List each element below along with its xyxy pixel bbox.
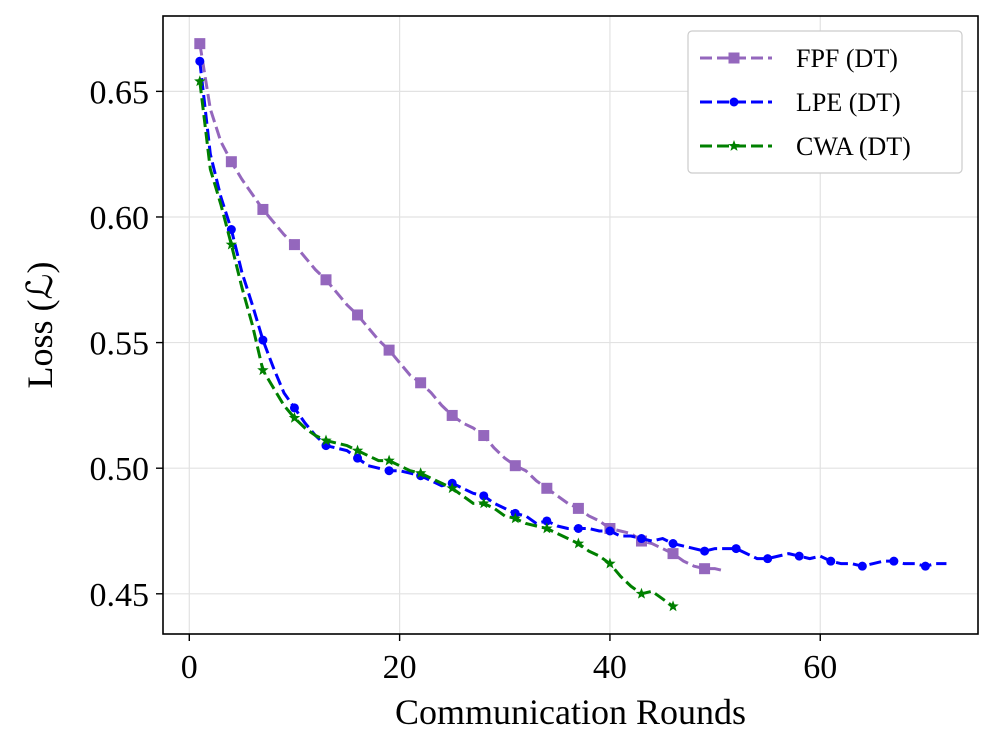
data-point-fpf-dt	[320, 274, 332, 286]
data-point-fpf-dt	[288, 239, 300, 251]
data-point-fpf-dt	[415, 377, 427, 389]
data-point-cwa-dt	[194, 75, 206, 87]
y-axis-label: Loss (ℒ)	[20, 262, 60, 389]
x-tick-label: 60	[803, 649, 837, 686]
series-group	[194, 38, 947, 612]
x-tick-label: 20	[383, 649, 417, 686]
legend-box	[687, 30, 963, 174]
legend-marker-swatch	[728, 52, 740, 64]
legend-marker-swatch	[728, 140, 740, 151]
data-point-cwa-dt	[635, 587, 648, 599]
data-point-fpf-dt	[509, 460, 521, 472]
series-cwa-dt	[194, 75, 679, 612]
data-point-lpe-dt	[384, 466, 394, 476]
data-point-fpf-dt	[352, 309, 364, 321]
data-point-fpf-dt	[478, 430, 490, 442]
data-point-cwa-dt	[478, 497, 490, 509]
legend-label: LPE (DT)	[796, 88, 901, 117]
data-point-fpf-dt	[446, 409, 458, 421]
legend-label: FPF (DT)	[796, 44, 898, 73]
x-tick-label: 0	[181, 649, 198, 686]
y-tick-label: 0.50	[90, 451, 150, 488]
data-point-cwa-dt	[667, 600, 679, 612]
data-point-lpe-dt	[353, 453, 363, 463]
data-point-cwa-dt	[257, 364, 269, 376]
data-point-cwa-dt	[509, 512, 521, 524]
data-point-lpe-dt	[636, 534, 646, 544]
x-tick-label: 40	[593, 649, 627, 686]
data-point-cwa-dt	[604, 557, 616, 569]
data-point-cwa-dt	[320, 434, 332, 446]
data-point-lpe-dt	[605, 526, 615, 536]
legend-item-cwa-dt: CWA (DT)	[700, 132, 911, 161]
y-tick-label: 0.55	[90, 326, 150, 363]
data-point-cwa-dt	[225, 238, 238, 250]
y-tick-label: 0.45	[90, 577, 150, 614]
data-point-lpe-dt	[763, 554, 773, 564]
data-point-fpf-dt	[699, 563, 711, 575]
data-point-cwa-dt	[288, 411, 301, 423]
data-point-fpf-dt	[667, 548, 679, 560]
axis-ticks: 0 20 40 60 0.45 0.50 0.55 0.60 0.65	[90, 74, 838, 686]
legend-marker-swatch	[729, 97, 739, 107]
legend-label: CWA (DT)	[796, 132, 911, 161]
data-point-fpf-dt	[257, 203, 269, 215]
plot-area-frame	[162, 15, 979, 635]
data-point-fpf-dt	[225, 156, 237, 168]
data-point-fpf-dt	[541, 482, 553, 494]
data-point-lpe-dt	[289, 403, 299, 413]
y-tick-label: 0.65	[90, 74, 150, 111]
data-point-lpe-dt	[258, 335, 268, 345]
data-point-cwa-dt	[446, 482, 458, 494]
data-point-cwa-dt	[351, 444, 364, 456]
data-point-fpf-dt	[383, 344, 395, 356]
data-point-cwa-dt	[572, 537, 585, 549]
data-point-cwa-dt	[383, 454, 395, 466]
data-point-lpe-dt	[794, 551, 804, 561]
data-point-lpe-dt	[920, 561, 930, 571]
data-point-lpe-dt	[668, 539, 678, 549]
data-point-fpf-dt	[194, 38, 206, 50]
data-point-lpe-dt	[826, 556, 836, 566]
data-point-lpe-dt	[857, 561, 867, 571]
legend-item-fpf-dt: FPF (DT)	[700, 44, 898, 73]
data-point-lpe-dt	[573, 523, 583, 533]
data-point-lpe-dt	[195, 56, 205, 66]
x-axis-label: Communication Rounds	[395, 692, 746, 732]
data-point-lpe-dt	[479, 491, 489, 501]
y-tick-label: 0.60	[90, 200, 150, 237]
data-point-cwa-dt	[414, 467, 427, 479]
data-point-lpe-dt	[542, 516, 552, 526]
legend-item-lpe-dt: LPE (DT)	[700, 88, 901, 117]
series-line-cwa-dt	[198, 81, 674, 608]
data-point-cwa-dt	[541, 522, 553, 534]
data-point-lpe-dt	[731, 544, 741, 554]
data-point-lpe-dt	[700, 546, 710, 556]
data-point-lpe-dt	[889, 556, 899, 566]
legend: FPF (DT) LPE (DT) CWA (DT)	[687, 30, 963, 174]
data-point-fpf-dt	[572, 502, 584, 514]
